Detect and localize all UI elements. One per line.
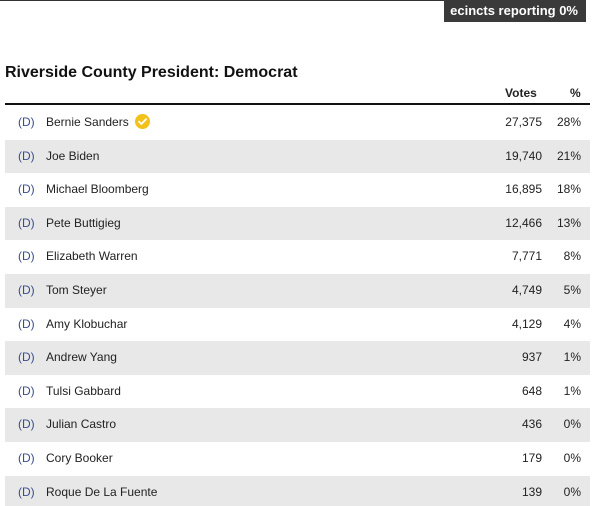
vote-count: 937 <box>521 350 542 365</box>
candidate-name: Cory Booker <box>46 442 113 476</box>
vote-percent: 5% <box>563 282 581 297</box>
vote-percent: 21% <box>556 148 581 163</box>
candidate-name: Roque De La Fuente <box>46 476 157 506</box>
results-table: (D) Bernie Sanders 27,375 28% (D) Joe Biden 19… <box>5 106 590 506</box>
vote-percent: 0% <box>563 484 581 499</box>
votes-column-header: Votes <box>505 86 537 100</box>
top-divider <box>0 0 458 1</box>
candidate-name: Julian Castro <box>46 408 116 442</box>
vote-percent: 13% <box>556 215 581 230</box>
vote-count: 436 <box>521 417 542 432</box>
candidate-name-text: Tom Steyer <box>46 282 107 297</box>
vote-percent: 0% <box>563 417 581 432</box>
party-label: (D) <box>18 450 35 465</box>
candidate-row: (D) Pete Buttigieg 12,466 13% <box>5 206 590 241</box>
percent-column-header: % <box>570 86 581 100</box>
candidate-name: Joe Biden <box>46 140 99 174</box>
candidate-row: (D) Bernie Sanders 27,375 28% <box>5 106 590 140</box>
candidate-row: (D) Amy Klobuchar 4,129 4% <box>5 308 590 342</box>
candidate-name: Tom Steyer <box>46 274 107 308</box>
candidate-row: (D) Andrew Yang 937 1% <box>5 341 590 375</box>
candidate-name-text: Tulsi Gabbard <box>46 383 121 398</box>
header-divider <box>5 103 590 105</box>
party-label: (D) <box>18 484 35 499</box>
vote-count: 12,466 <box>505 215 542 230</box>
candidate-name-text: Amy Klobuchar <box>46 316 128 331</box>
vote-count: 4,129 <box>511 316 542 331</box>
vote-percent: 8% <box>563 249 581 264</box>
party-label: (D) <box>18 148 35 163</box>
party-label: (D) <box>18 417 35 432</box>
precincts-reporting-badge: ecincts reporting 0% <box>444 0 586 22</box>
candidate-row: (D) Joe Biden 19,740 21% <box>5 139 590 174</box>
candidate-name-text: Bernie Sanders <box>46 115 129 129</box>
vote-count: 139 <box>521 484 542 499</box>
candidate-name-text: Joe Biden <box>46 148 100 163</box>
vote-percent: 1% <box>563 383 581 398</box>
candidate-name: Pete Buttigieg <box>46 207 121 241</box>
candidate-name: Elizabeth Warren <box>46 240 138 274</box>
candidate-name: Andrew Yang <box>46 341 117 375</box>
vote-count: 19,740 <box>505 148 542 163</box>
candidate-row: (D) Julian Castro 436 0% <box>5 408 590 442</box>
candidate-row: (D) Cory Booker 179 0% <box>5 442 590 476</box>
candidate-row: (D) Elizabeth Warren 7,771 8% <box>5 240 590 274</box>
candidate-name: Michael Bloomberg <box>46 173 149 207</box>
candidate-name-text: Elizabeth Warren <box>46 249 138 264</box>
candidate-name-text: Pete Buttigieg <box>46 215 121 230</box>
candidate-name: Amy Klobuchar <box>46 308 127 342</box>
vote-count: 179 <box>521 450 542 465</box>
party-label: (D) <box>18 182 35 197</box>
party-label: (D) <box>18 282 35 297</box>
winner-check-icon <box>134 114 150 129</box>
vote-count: 648 <box>521 383 542 398</box>
party-label: (D) <box>18 316 35 331</box>
candidate-name: Tulsi Gabbard <box>46 375 121 409</box>
candidate-name-text: Andrew Yang <box>46 350 117 365</box>
vote-percent: 0% <box>563 450 581 465</box>
candidate-row: (D) Roque De La Fuente 139 0% <box>5 475 590 506</box>
vote-percent: 1% <box>563 350 581 365</box>
candidate-name: Bernie Sanders <box>46 106 150 140</box>
vote-count: 16,895 <box>505 182 542 197</box>
vote-percent: 4% <box>563 316 581 331</box>
vote-count: 7,771 <box>511 249 542 264</box>
race-title: Riverside County President: Democrat <box>5 64 298 81</box>
candidate-row: (D) Tom Steyer 4,749 5% <box>5 273 590 308</box>
candidate-name-text: Roque De La Fuente <box>46 484 158 499</box>
vote-count: 4,749 <box>511 282 542 297</box>
vote-percent: 18% <box>556 182 581 197</box>
candidate-name-text: Julian Castro <box>46 417 117 432</box>
party-label: (D) <box>18 115 35 129</box>
candidate-name-text: Michael Bloomberg <box>46 182 149 197</box>
party-label: (D) <box>18 383 35 398</box>
party-label: (D) <box>18 249 35 264</box>
party-label: (D) <box>18 350 35 365</box>
vote-percent: 28% <box>556 115 581 129</box>
vote-count: 27,375 <box>505 115 542 129</box>
candidate-row: (D) Tulsi Gabbard 648 1% <box>5 375 590 409</box>
candidate-name-text: Cory Booker <box>46 450 113 465</box>
party-label: (D) <box>18 215 35 230</box>
candidate-row: (D) Michael Bloomberg 16,895 18% <box>5 173 590 207</box>
